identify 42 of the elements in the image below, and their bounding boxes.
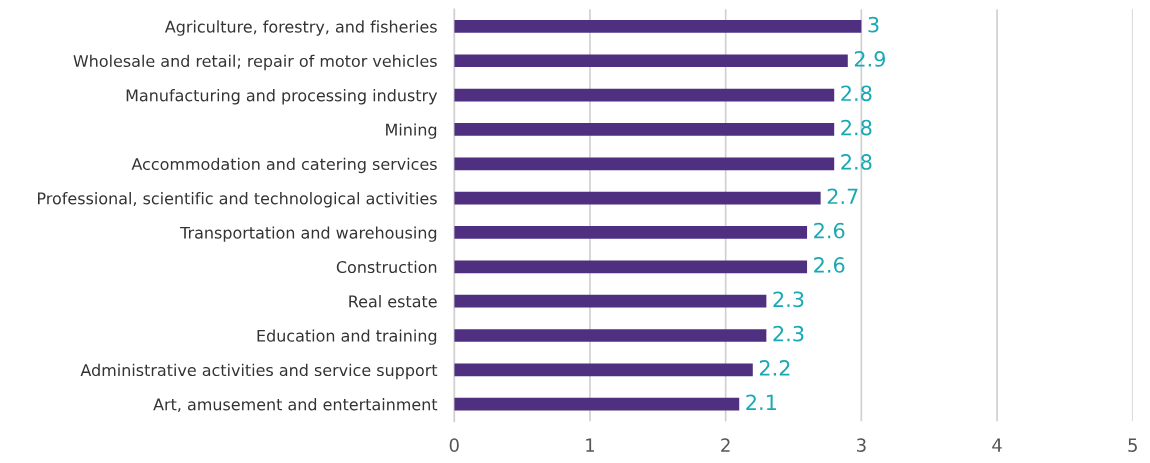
bar <box>454 294 767 308</box>
y-tick-label: Professional, scientific and technological activities <box>38 192 437 208</box>
data-label: 2.2 <box>759 360 790 376</box>
x-tick-label: 3 <box>856 438 866 452</box>
data-label: 2.8 <box>841 85 872 102</box>
y-tick-label: Accommodation and catering services <box>131 157 437 174</box>
y-tick-label: Administrative activities and service support <box>80 363 438 380</box>
data-label: 2.9 <box>854 51 885 67</box>
bar <box>454 88 835 102</box>
bar <box>454 226 808 239</box>
y-tick-label: Wholesale and retail; repair of motor vehicles <box>73 54 437 71</box>
y-tick-label: Agriculture, forestry, and fisheries <box>164 20 437 36</box>
y-tick-label: Mining <box>386 123 437 139</box>
y-tick-label: Education and training <box>257 329 437 345</box>
bar <box>454 329 767 342</box>
x-tick-label: 0 <box>449 438 459 452</box>
bar <box>454 20 862 33</box>
data-label: 2.3 <box>773 325 804 342</box>
data-label: 2.7 <box>827 188 858 204</box>
x-tick-label: 4 <box>992 438 1002 452</box>
data-label: 2.6 <box>814 222 845 239</box>
bar <box>454 157 835 171</box>
y-tick-label: Construction <box>336 260 437 274</box>
data-label: 2.6 <box>814 257 845 273</box>
x-tick-label: 1 <box>586 438 595 452</box>
bar <box>454 397 740 411</box>
x-tick-label: 5 <box>1128 438 1137 452</box>
bar <box>454 123 835 136</box>
data-label: 2.8 <box>841 119 872 136</box>
data-label: 2.3 <box>773 291 804 308</box>
x-tick-label: 2 <box>721 438 730 452</box>
bar <box>454 363 753 377</box>
data-label: 2.1 <box>746 394 776 410</box>
data-label: 3 <box>868 16 879 33</box>
y-tick-label: Real estate <box>349 295 437 308</box>
data-label: 2.8 <box>841 154 872 170</box>
y-tick-label: Manufacturing and processing industry <box>126 89 438 105</box>
bar <box>454 260 808 274</box>
y-tick-label: Art, amusement and entertainment <box>153 398 438 413</box>
bar <box>454 191 821 205</box>
bar <box>454 54 848 68</box>
y-tick-label: Transportation and warehousing <box>180 226 437 242</box>
